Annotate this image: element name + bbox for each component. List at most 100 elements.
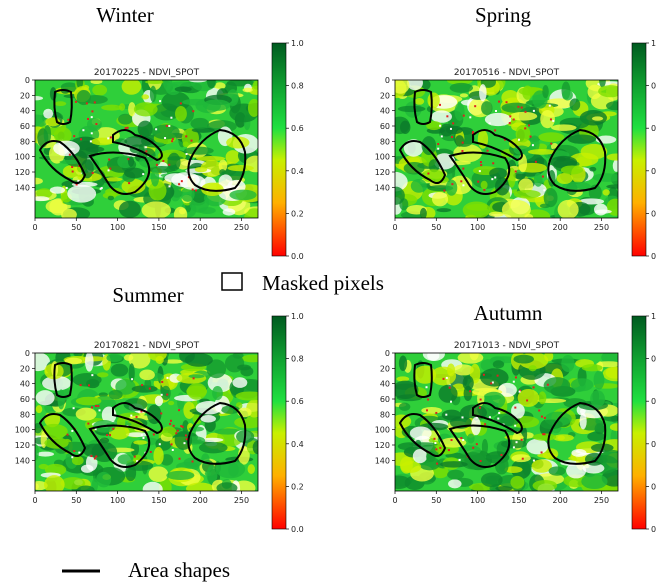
masked-speck bbox=[462, 142, 464, 144]
texture bbox=[463, 375, 474, 390]
masked-speck bbox=[80, 384, 82, 386]
masked-speck bbox=[462, 184, 464, 186]
masked-speck bbox=[462, 439, 464, 441]
texture bbox=[557, 173, 573, 184]
masked-speck bbox=[463, 115, 465, 117]
colorbar-tick-label: 0.0 bbox=[291, 252, 304, 261]
texture bbox=[592, 116, 603, 120]
y-tick-label: 140 bbox=[375, 183, 390, 192]
ndvi-image bbox=[382, 72, 626, 223]
masked-speck bbox=[479, 407, 481, 409]
ndvi-image bbox=[386, 347, 632, 499]
masked-speck bbox=[153, 433, 155, 435]
colorbar-tick-label: 1.0 bbox=[651, 39, 657, 48]
colorbar-tick-label: 0.6 bbox=[651, 124, 657, 133]
x-tick-label: 100 bbox=[470, 223, 485, 232]
masked-speck bbox=[162, 160, 164, 162]
masked-speck bbox=[449, 387, 451, 389]
texture bbox=[145, 80, 164, 84]
masked-speck bbox=[433, 438, 435, 440]
y-tick-label: 60 bbox=[380, 395, 390, 404]
masked-speck bbox=[501, 454, 503, 456]
masked-speck bbox=[487, 150, 489, 152]
y-tick-label: 80 bbox=[20, 410, 30, 419]
y-tick-label: 40 bbox=[380, 380, 390, 389]
plot-title: 20170225 - NDVI_SPOT bbox=[94, 68, 200, 78]
masked-speck bbox=[435, 448, 437, 450]
texture bbox=[124, 354, 133, 360]
y-tick-label: 100 bbox=[375, 153, 390, 162]
texture bbox=[594, 204, 608, 216]
masked-speck bbox=[107, 137, 109, 139]
masked-speck bbox=[90, 140, 92, 142]
y-tick-label: 20 bbox=[20, 91, 30, 100]
masked-speck bbox=[73, 450, 75, 452]
texture bbox=[92, 85, 107, 96]
texture bbox=[109, 390, 123, 400]
texture bbox=[168, 401, 174, 405]
masked-speck bbox=[533, 460, 535, 462]
texture bbox=[196, 156, 226, 161]
masked-speck bbox=[149, 388, 151, 390]
masked-speck bbox=[521, 439, 523, 441]
texture bbox=[514, 190, 541, 199]
texture bbox=[243, 88, 253, 93]
x-tick-label: 0 bbox=[392, 496, 397, 505]
x-tick-label: 150 bbox=[511, 496, 526, 505]
ndvi-image bbox=[25, 348, 264, 497]
masked-speck bbox=[446, 115, 448, 117]
masked-speck bbox=[459, 459, 461, 461]
texture bbox=[207, 74, 216, 88]
masked-speck bbox=[426, 409, 428, 411]
texture bbox=[410, 427, 432, 440]
texture bbox=[613, 160, 620, 172]
masked-speck bbox=[73, 407, 75, 409]
masked-speck bbox=[541, 416, 543, 418]
masked-speck bbox=[480, 161, 482, 163]
masked-speck bbox=[450, 128, 452, 130]
y-tick-label: 140 bbox=[375, 456, 390, 465]
masked-speck bbox=[90, 455, 92, 457]
texture bbox=[528, 149, 556, 155]
x-tick-label: 150 bbox=[151, 223, 166, 232]
masked-speck bbox=[544, 433, 546, 435]
plot-title: 20170516 - NDVI_SPOT bbox=[454, 68, 560, 78]
masked-speck bbox=[87, 423, 89, 425]
texture bbox=[455, 135, 464, 147]
texture bbox=[106, 354, 122, 362]
texture bbox=[446, 180, 457, 196]
texture bbox=[43, 109, 53, 119]
texture bbox=[184, 147, 214, 155]
masked-speck bbox=[177, 430, 179, 432]
masked-speck bbox=[480, 399, 482, 401]
y-tick-label: 20 bbox=[380, 91, 390, 100]
texture bbox=[606, 101, 624, 110]
texture bbox=[108, 196, 114, 201]
masked-speck bbox=[125, 127, 127, 129]
masked-speck bbox=[136, 416, 138, 418]
masked-speck bbox=[99, 409, 101, 411]
masked-speck bbox=[532, 144, 534, 146]
masked-speck bbox=[489, 122, 491, 124]
masked-speck bbox=[179, 458, 181, 460]
texture bbox=[446, 126, 463, 134]
texture bbox=[228, 165, 254, 171]
texture bbox=[580, 413, 587, 429]
texture bbox=[162, 426, 177, 437]
texture bbox=[571, 449, 586, 457]
colorbar-tick-label: 1.0 bbox=[651, 312, 657, 321]
texture bbox=[186, 386, 207, 398]
masked-speck bbox=[490, 382, 492, 384]
colorbar-tick-label: 0.6 bbox=[291, 397, 304, 406]
y-tick-label: 140 bbox=[15, 456, 30, 465]
texture bbox=[37, 452, 54, 457]
masked-speck bbox=[443, 190, 445, 192]
texture bbox=[589, 167, 596, 172]
colorbar bbox=[632, 43, 646, 256]
texture bbox=[595, 210, 612, 214]
texture bbox=[50, 187, 65, 194]
colorbar-tick-label: 0.2 bbox=[291, 209, 304, 218]
plot-title: 20171013 - NDVI_SPOT bbox=[454, 341, 560, 351]
x-tick-label: 150 bbox=[511, 223, 526, 232]
texture bbox=[111, 364, 128, 377]
